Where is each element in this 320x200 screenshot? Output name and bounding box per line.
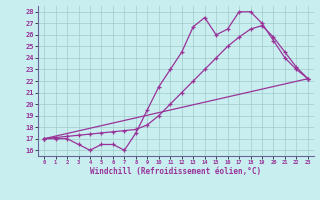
X-axis label: Windchill (Refroidissement éolien,°C): Windchill (Refroidissement éolien,°C) xyxy=(91,167,261,176)
